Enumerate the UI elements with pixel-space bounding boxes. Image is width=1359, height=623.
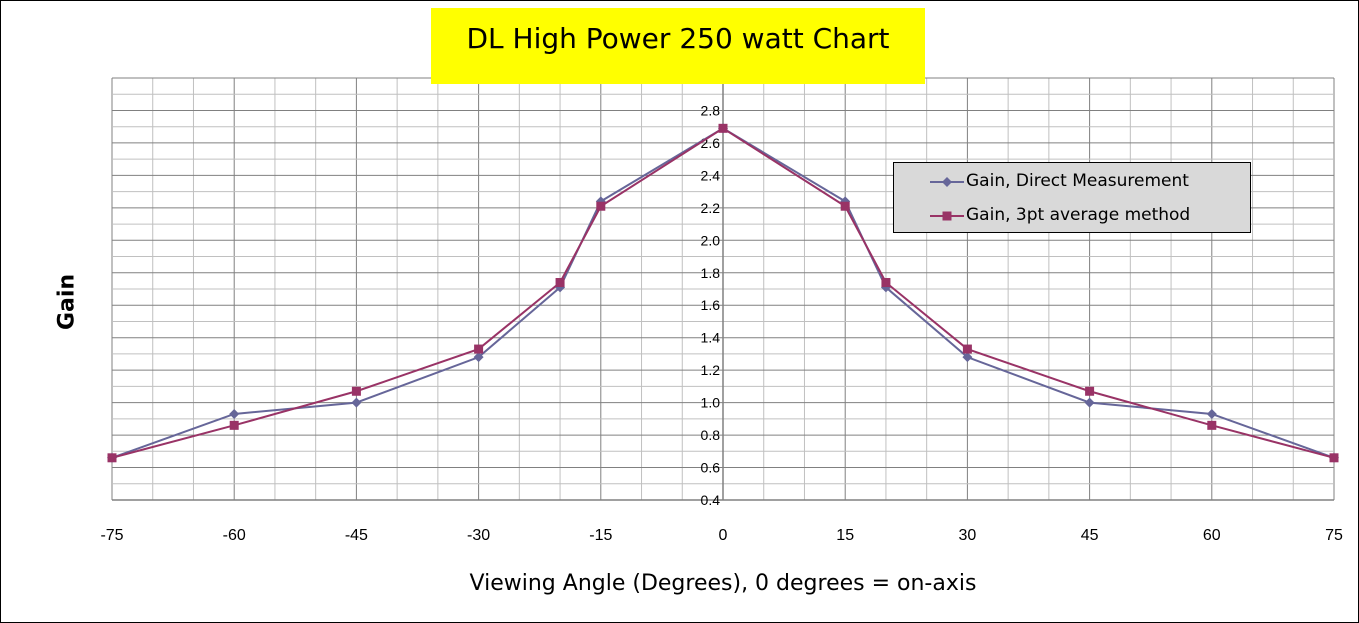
data-point-diamond [351,397,362,408]
legend-label: Gain, 3pt average method [966,205,1191,225]
data-point-diamond [229,408,240,419]
title-background [431,8,925,84]
data-point-square [881,278,891,288]
data-point-square [351,386,361,396]
data-point-square [840,201,850,211]
data-point-square [107,453,117,463]
legend-entry-3pt: Gain, 3pt average method [894,204,1252,228]
y-tick-label: 0.6 [701,460,721,476]
x-tick-label: 30 [959,527,977,544]
legend-label: Gain, Direct Measurement [966,171,1189,191]
square-marker-icon [930,211,964,221]
x-tick-labels: -75 -60 -45 -30 -15 0 15 30 45 60 75 [100,527,1343,544]
x-tick-label: 0 [719,527,728,544]
data-point-square [229,420,239,430]
data-point-square [1329,453,1339,463]
y-tick-label: 1.4 [701,330,721,346]
x-tick-label: 60 [1203,527,1221,544]
x-axis-label: Viewing Angle (Degrees), 0 degrees = on-… [469,571,977,596]
x-tick-label: 15 [836,527,854,544]
x-tick-label: -75 [100,527,123,544]
data-point-diamond [962,352,973,363]
y-tick-label: 1.0 [701,395,721,411]
y-tick-label: 2.8 [701,102,721,118]
data-point-square [718,123,728,133]
y-tick-label: 2.0 [701,232,721,248]
data-point-square [474,344,484,354]
diamond-marker-icon [930,177,964,187]
data-point-diamond [473,352,484,363]
x-tick-label: 45 [1081,527,1099,544]
legend: Gain, Direct Measurement Gain, 3pt avera… [893,162,1251,233]
data-point-square [962,344,972,354]
data-point-square [1085,386,1095,396]
y-tick-label: 0.8 [701,427,721,443]
y-tick-label: 1.2 [701,362,721,378]
data-point-diamond [1084,397,1095,408]
y-tick-label: 1.6 [701,297,721,313]
series-three-point-average [107,123,1339,463]
data-point-diamond [1206,408,1217,419]
legend-entry-direct: Gain, Direct Measurement [894,170,1252,194]
x-tick-label: -60 [223,527,246,544]
x-tick-label: -30 [467,527,490,544]
data-point-square [596,201,606,211]
y-tick-label: 2.4 [701,167,721,183]
data-point-square [555,278,565,288]
axes [112,78,1334,501]
chart-title: DL High Power 250 watt Chart [466,22,890,55]
y-axis-label: Gain [54,273,80,331]
data-point-square [1207,420,1217,430]
y-tick-label: 2.2 [701,200,721,216]
x-tick-label: -15 [589,527,612,544]
y-tick-label: 1.8 [701,265,721,281]
x-tick-label: 75 [1325,527,1343,544]
x-tick-label: -45 [345,527,368,544]
y-tick-label: 0.4 [701,492,721,508]
series-layer [107,123,1339,463]
